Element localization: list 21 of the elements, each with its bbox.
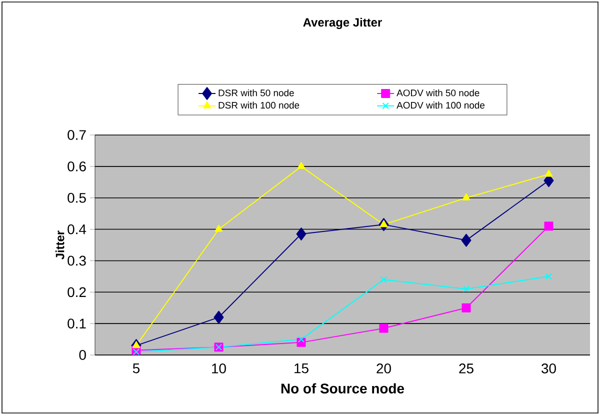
legend-label: DSR with 100 node [218, 102, 300, 109]
y-tick-label: 0.3 [68, 256, 86, 266]
legend-label: AODV with 50 node [396, 89, 480, 96]
y-tick-label: 0.4 [68, 224, 86, 234]
y-tick-label: 0 [79, 350, 86, 360]
x-tick-label: 5 [132, 364, 140, 374]
chart-title: Average Jitter [303, 18, 382, 30]
x-axis-title: No of Source node [281, 383, 404, 394]
y-tick-label: 0.6 [68, 161, 86, 172]
y-axis-title: Jitter [55, 230, 64, 260]
y-tick-label: 0.1 [68, 318, 86, 329]
x-tick-label: 10 [212, 364, 226, 374]
x-tick-label: 15 [294, 364, 308, 374]
x-tick-label: 20 [376, 364, 391, 374]
x-tick-label: 25 [459, 364, 474, 374]
x-tick-label: 30 [542, 364, 556, 374]
legend-label: AODV with 100 node [396, 102, 485, 109]
y-tick-label: 0.2 [68, 287, 86, 298]
y-tick-label: 0.5 [68, 192, 86, 203]
y-tick-label: 0.7 [68, 130, 86, 140]
legend-label: DSR with 50 node [218, 89, 294, 96]
